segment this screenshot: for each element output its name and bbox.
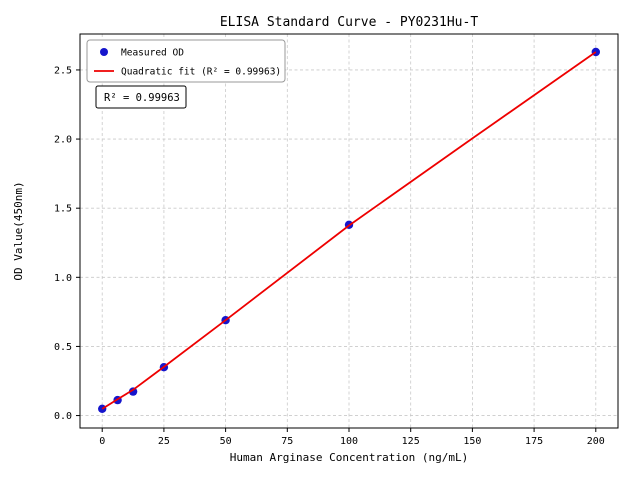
y-tick-label: 0.0 — [54, 411, 72, 422]
legend-dot-marker-icon — [100, 48, 108, 56]
x-tick-label: 200 — [587, 436, 605, 447]
x-tick-label: 100 — [340, 436, 358, 447]
y-tick-label: 2.5 — [54, 65, 72, 76]
x-axis-label: Human Arginase Concentration (ng/mL) — [230, 451, 468, 464]
x-tick-label: 50 — [220, 436, 232, 447]
y-tick-label: 1.5 — [54, 204, 72, 215]
legend — [86, 39, 286, 83]
plot-area: 0 25 50 75 100 125 150 175 200 0.0 0.5 1.0 1.5 2.0 2.5… — [54, 33, 619, 447]
x-tick-label: 0 — [99, 436, 105, 447]
x-tick-label: 175 — [525, 436, 543, 447]
legend-label: Quadratic fit (R² = 0.99963) — [121, 67, 281, 78]
measured-od-point — [128, 387, 138, 396]
r-squared-annotation-text: R² = 0.99963 — [104, 92, 180, 104]
x-tick-label: 25 — [158, 436, 170, 447]
y-axis-label: OD Value(450nm) — [12, 181, 25, 280]
x-tick-label: 125 — [402, 436, 420, 447]
y-tick-label: 1.0 — [54, 273, 72, 284]
x-tick-label: 75 — [281, 436, 293, 447]
r-squared-annotation-box — [95, 85, 187, 109]
y-tick-label: 2.0 — [54, 135, 72, 146]
x-tick-label: 150 — [463, 436, 481, 447]
chart-title: ELISA Standard Curve - PY0231Hu-T — [220, 15, 478, 30]
legend-label: Measured OD — [121, 48, 184, 59]
y-tick-label: 0.5 — [54, 342, 72, 353]
quadratic-fit-line — [101, 51, 597, 410]
